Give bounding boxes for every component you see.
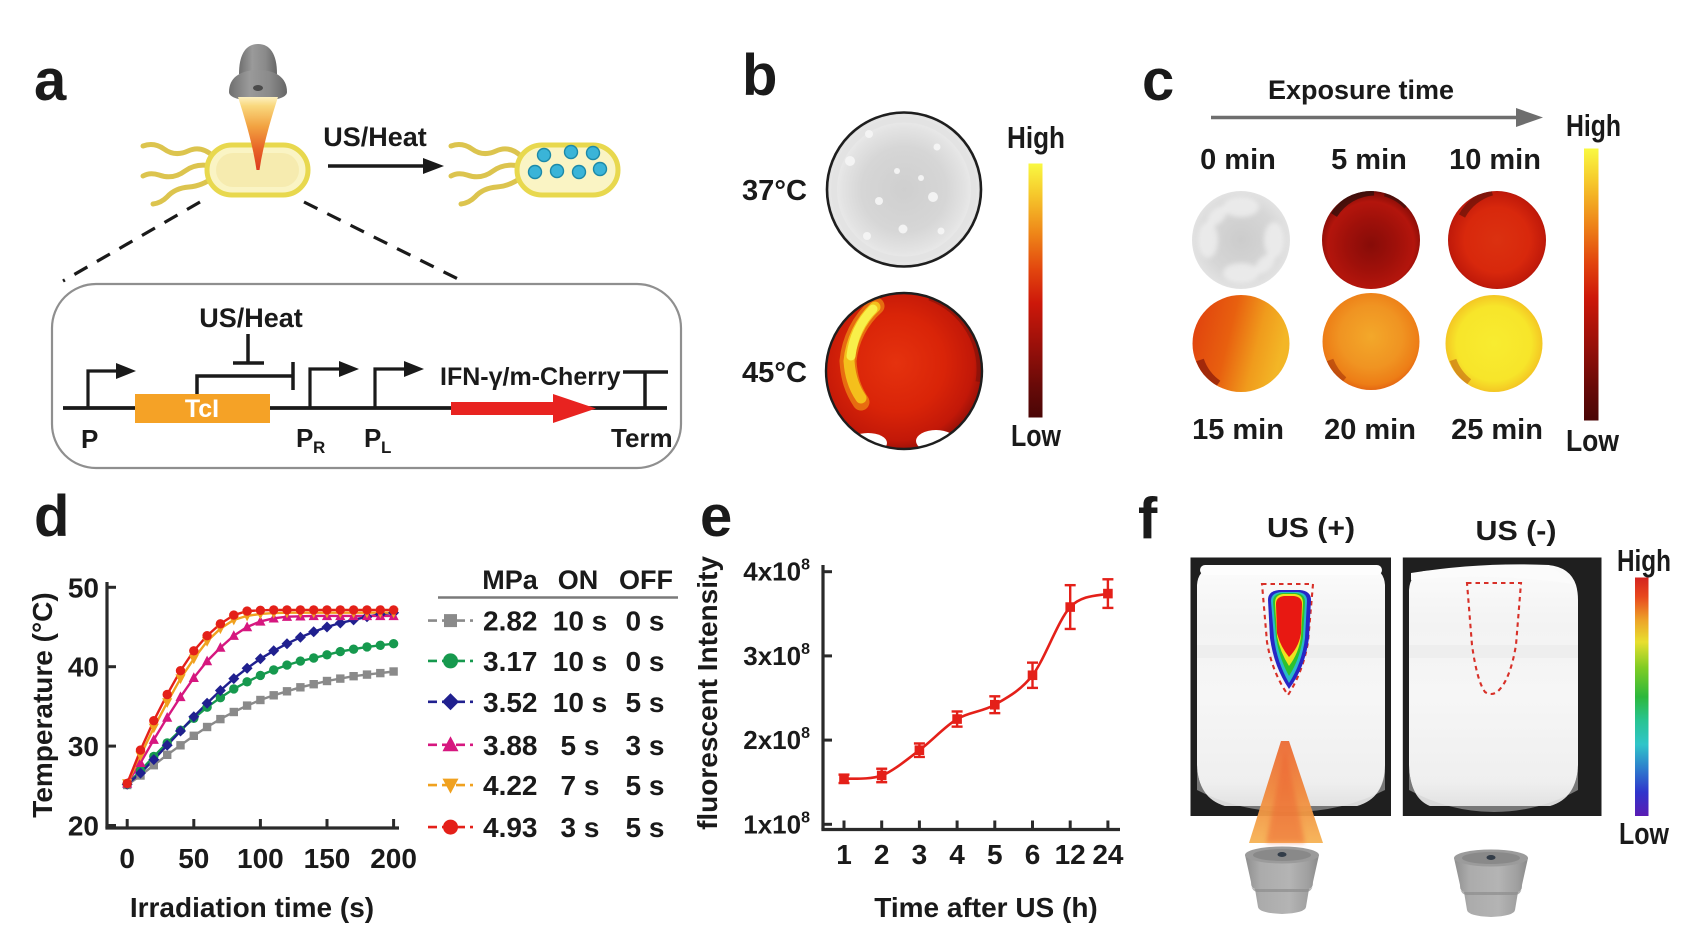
svg-text:50: 50 [68, 572, 99, 603]
svg-text:37°C: 37°C [742, 175, 807, 207]
svg-text:e: e [700, 484, 732, 549]
svg-text:2x108: 2x108 [743, 725, 810, 755]
svg-text:0 min: 0 min [1200, 144, 1276, 176]
svg-text:IFN-γ/m-Cherry: IFN-γ/m-Cherry [440, 363, 621, 391]
svg-text:45°C: 45°C [742, 357, 807, 389]
svg-text:40: 40 [68, 652, 99, 683]
svg-text:Term: Term [611, 423, 673, 453]
svg-text:1x108: 1x108 [743, 809, 810, 839]
svg-text:d: d [34, 484, 69, 549]
svg-text:0 s: 0 s [626, 606, 665, 637]
svg-text:6: 6 [1025, 839, 1041, 870]
svg-text:100: 100 [237, 843, 284, 874]
svg-text:Temperature (°C): Temperature (°C) [27, 592, 58, 817]
svg-text:L: L [381, 438, 391, 457]
svg-text:R: R [313, 438, 325, 457]
svg-text:3.88: 3.88 [483, 730, 538, 761]
svg-text:US (-): US (-) [1476, 515, 1557, 546]
svg-text:Exposure time: Exposure time [1268, 75, 1454, 105]
svg-text:20: 20 [68, 811, 99, 842]
svg-text:3x108: 3x108 [743, 641, 810, 671]
svg-text:High: High [1007, 120, 1065, 155]
svg-text:3: 3 [912, 839, 928, 870]
svg-text:4: 4 [949, 839, 965, 870]
svg-text:2: 2 [874, 839, 890, 870]
svg-text:0 s: 0 s [626, 646, 665, 677]
svg-text:5: 5 [987, 839, 1003, 870]
svg-text:High: High [1566, 108, 1621, 143]
svg-text:5 min: 5 min [1331, 144, 1407, 176]
svg-text:7 s: 7 s [561, 770, 600, 801]
svg-text:10 s: 10 s [553, 687, 608, 718]
svg-text:10 s: 10 s [553, 606, 608, 637]
svg-text:50: 50 [178, 843, 209, 874]
svg-text:MPa: MPa [482, 565, 539, 595]
svg-text:ON: ON [558, 565, 599, 595]
svg-text:15 min: 15 min [1192, 414, 1284, 446]
svg-text:US/Heat: US/Heat [199, 303, 303, 333]
svg-text:Irradiation time (s): Irradiation time (s) [130, 892, 374, 923]
svg-text:P: P [81, 424, 98, 454]
svg-text:OFF: OFF [619, 565, 673, 595]
svg-text:3 s: 3 s [626, 730, 665, 761]
svg-text:4.22: 4.22 [483, 770, 538, 801]
svg-text:30: 30 [68, 731, 99, 762]
svg-text:Low: Low [1566, 423, 1620, 458]
svg-text:P: P [296, 423, 313, 453]
svg-text:3 s: 3 s [561, 812, 600, 843]
svg-text:5 s: 5 s [626, 687, 665, 718]
svg-text:20 min: 20 min [1324, 414, 1416, 446]
svg-text:0: 0 [119, 843, 135, 874]
svg-text:3.17: 3.17 [483, 646, 538, 677]
svg-text:200: 200 [370, 843, 417, 874]
svg-text:f: f [1138, 487, 1158, 552]
svg-text:fluorescent Intensity: fluorescent Intensity [692, 556, 723, 830]
svg-text:TcI: TcI [185, 395, 219, 423]
svg-text:1: 1 [836, 839, 852, 870]
svg-text:Low: Low [1619, 816, 1670, 851]
svg-text:High: High [1617, 543, 1671, 578]
svg-text:5 s: 5 s [561, 730, 600, 761]
svg-text:4.93: 4.93 [483, 812, 538, 843]
svg-text:US (+): US (+) [1267, 512, 1355, 543]
svg-text:Low: Low [1011, 418, 1062, 453]
svg-text:5 s: 5 s [626, 770, 665, 801]
svg-text:b: b [742, 43, 777, 108]
svg-text:3.52: 3.52 [483, 687, 538, 718]
svg-text:4x108: 4x108 [743, 557, 810, 587]
svg-text:2.82: 2.82 [483, 606, 538, 637]
svg-text:24: 24 [1092, 839, 1124, 870]
svg-text:P: P [364, 423, 381, 453]
svg-text:a: a [34, 48, 67, 113]
svg-text:Time after US (h): Time after US (h) [874, 892, 1098, 923]
svg-text:5 s: 5 s [626, 812, 665, 843]
svg-text:10 s: 10 s [553, 646, 608, 677]
svg-text:150: 150 [304, 843, 351, 874]
svg-text:US/Heat: US/Heat [323, 122, 427, 152]
svg-text:12: 12 [1055, 839, 1086, 870]
svg-text:10 min: 10 min [1449, 144, 1541, 176]
svg-text:25 min: 25 min [1451, 414, 1543, 446]
svg-text:c: c [1142, 48, 1174, 113]
